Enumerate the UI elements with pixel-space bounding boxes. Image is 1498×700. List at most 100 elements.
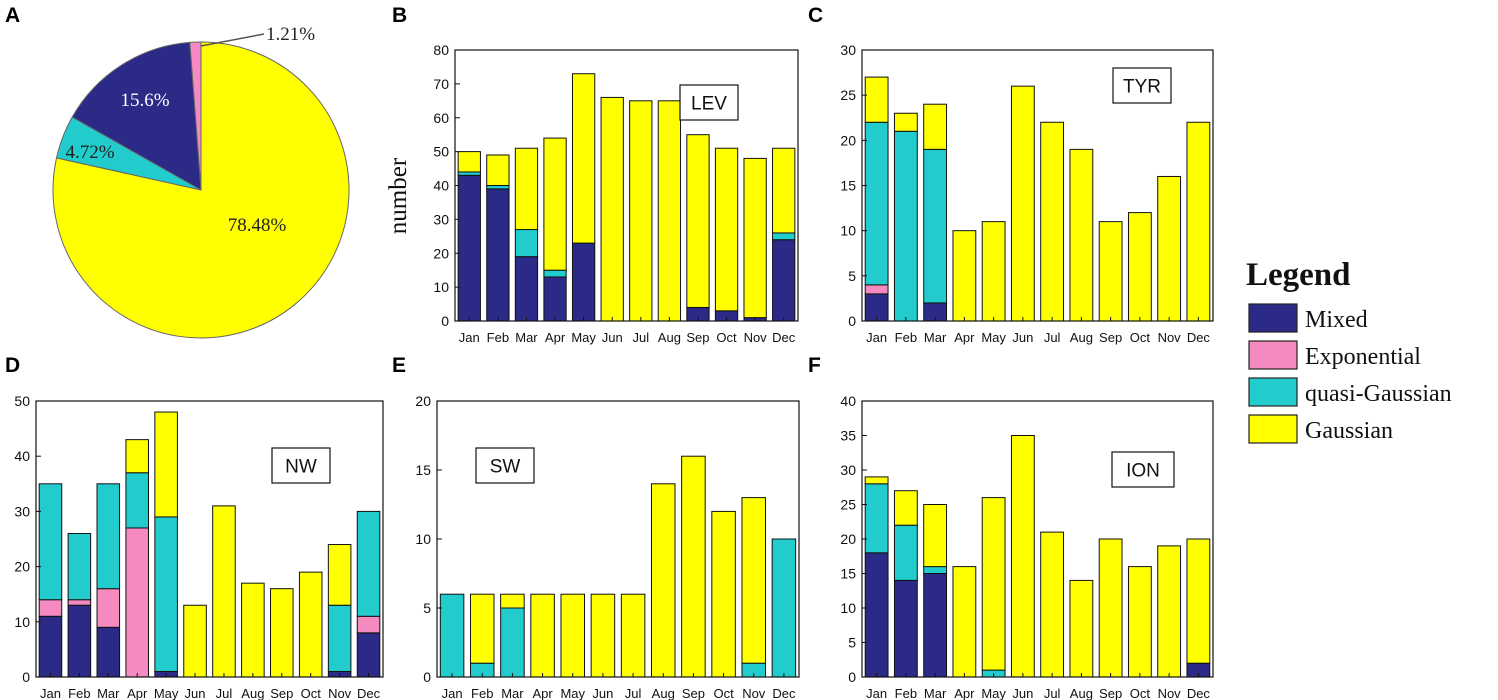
legend-title: Legend — [1246, 257, 1351, 293]
y-tick-label: 10 — [840, 223, 856, 239]
x-tick-label: May — [981, 330, 1006, 345]
bar-chart-sw: 0 5 10 15 20 Jan Feb Mar Apr May Jun Jul Aug Sep Oct No… — [415, 393, 800, 700]
bar-segment — [571, 242, 596, 322]
bar-segment — [1069, 579, 1094, 678]
bar-segment — [893, 524, 918, 581]
x-tick-label: Jul — [216, 686, 233, 700]
y-tick-label: 30 — [433, 211, 449, 227]
y-tick-label: 40 — [14, 448, 30, 464]
bar-chart-nw: 0 10 20 30 40 50 Jan Feb Mar Apr May Jun Jul Aug Sep Oc… — [14, 393, 384, 700]
y-tick-label: 10 — [840, 600, 856, 616]
x-tick-label: Mar — [924, 330, 947, 345]
region-label: LEV — [691, 94, 727, 115]
y-tick-label: 70 — [433, 76, 449, 92]
panel-letter-e: E — [392, 354, 406, 377]
bar-segment — [923, 148, 948, 304]
bar-segment — [600, 96, 624, 322]
bar-segment — [864, 76, 889, 123]
x-tick-label: May — [154, 686, 179, 700]
x-tick-label: Nov — [742, 686, 766, 700]
y-tick-label: 0 — [441, 313, 449, 329]
pie-slice-gaussian — [52, 41, 350, 339]
bar-segment — [67, 604, 92, 678]
bar-segment — [1069, 148, 1094, 322]
legend-swatch-exponential — [1248, 340, 1298, 370]
bar-segment — [241, 582, 265, 678]
region-label-box — [475, 447, 535, 484]
x-tick-label: Jul — [1044, 686, 1061, 700]
bar-segment — [864, 284, 889, 295]
x-tick-label: Oct — [716, 330, 737, 345]
x-tick-label: Jun — [592, 686, 613, 700]
pie-label-mixed: 15.6% — [120, 90, 169, 111]
x-tick-label: Jan — [40, 686, 61, 700]
bar-segment — [1186, 538, 1211, 664]
bar-segment — [356, 615, 381, 634]
x-tick-label: Jan — [442, 686, 463, 700]
region-label-box — [679, 84, 739, 121]
x-tick-label: Feb — [895, 686, 917, 700]
bar-segment — [96, 626, 121, 678]
bar-segment — [952, 566, 977, 678]
x-tick-label: Aug — [1070, 330, 1093, 345]
y-tick-label: 0 — [848, 669, 856, 685]
x-tick-label: Jul — [1044, 330, 1061, 345]
legend-label-mixed: Mixed — [1305, 307, 1368, 333]
bar-segment — [125, 527, 149, 678]
bar-segment — [1157, 175, 1182, 322]
bar-segment — [864, 293, 889, 322]
bar-segment — [864, 121, 889, 286]
x-tick-label: Jul — [625, 686, 642, 700]
bar-segment — [543, 276, 567, 322]
bar-segment — [981, 221, 1006, 322]
y-tick-label: 30 — [14, 503, 30, 519]
x-tick-label: Apr — [545, 330, 566, 345]
bar-segment — [270, 588, 294, 678]
bar-segment — [1098, 221, 1123, 322]
bar-segment — [590, 593, 616, 678]
bar-segment — [1040, 531, 1065, 678]
bar-segment — [356, 510, 381, 617]
x-tick-label: Jan — [866, 330, 887, 345]
legend-swatch-quasi-gaussian — [1248, 377, 1298, 407]
bar-segment — [327, 544, 352, 606]
bar-segment — [67, 599, 92, 606]
legend: Legend Mixed Exponential quasi-Gaussian … — [1246, 257, 1452, 444]
bar-segment — [864, 552, 889, 678]
x-tick-label: Nov — [1158, 686, 1182, 700]
x-tick-label: Feb — [487, 330, 509, 345]
x-tick-label: Oct — [1130, 686, 1151, 700]
plot-frame — [35, 400, 384, 678]
y-tick-label: 10 — [433, 279, 449, 295]
region-label: TYR — [1123, 77, 1161, 98]
y-tick-label: 5 — [848, 268, 856, 284]
x-tick-label: Dec — [1187, 686, 1211, 700]
bar-segment — [125, 472, 149, 529]
region-label-box — [1112, 67, 1172, 104]
x-tick-label: Apr — [954, 330, 975, 345]
bar-segment — [183, 604, 207, 678]
bar-segment — [629, 100, 653, 322]
x-tick-label: Nov — [744, 330, 768, 345]
y-tick-label: 15 — [415, 462, 431, 478]
bar-segment — [212, 505, 236, 678]
pie-slice-mixed — [71, 41, 202, 191]
x-tick-label: Dec — [357, 686, 381, 700]
bar-segment — [514, 147, 539, 231]
y-tick-label: 25 — [840, 87, 856, 103]
y-tick-label: 0 — [22, 669, 30, 685]
bar-segment — [1127, 566, 1152, 678]
bar-segment — [500, 607, 525, 678]
pie-chart — [52, 41, 350, 339]
x-tick-label: Mar — [515, 330, 538, 345]
pie-label-exponential: 1.21% — [266, 24, 315, 45]
bar-segment — [500, 593, 525, 609]
x-tick-label: Apr — [954, 686, 975, 700]
x-tick-label: Mar — [501, 686, 524, 700]
bar-segment — [1186, 121, 1211, 322]
y-tick-label: 10 — [415, 531, 431, 547]
bar-segment — [1157, 545, 1182, 678]
bar-segment — [923, 103, 948, 150]
bar-segment — [923, 573, 948, 678]
